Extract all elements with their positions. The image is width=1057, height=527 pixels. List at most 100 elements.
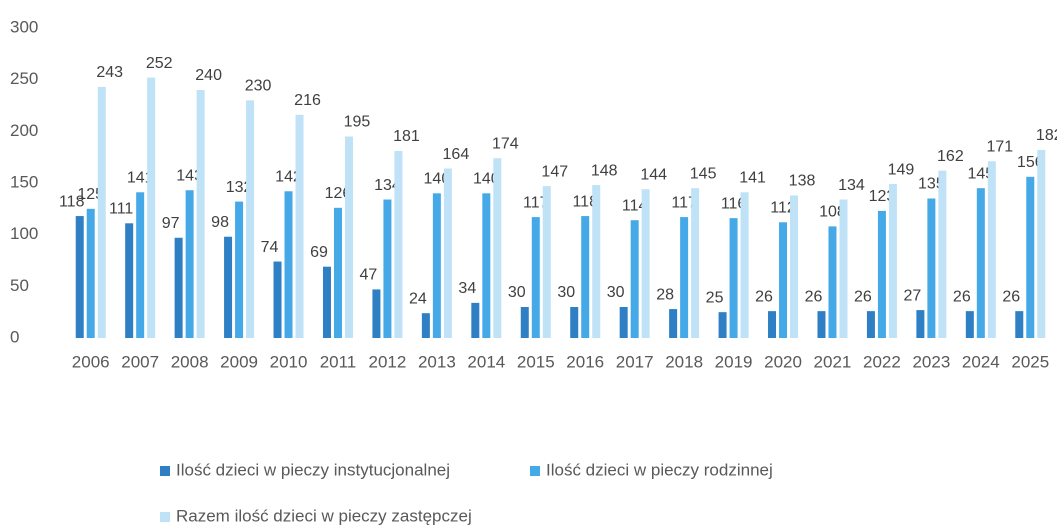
- data-label: 116: [721, 195, 747, 212]
- bar: [768, 311, 777, 338]
- bar: [1037, 149, 1046, 338]
- data-label: 174: [492, 135, 519, 152]
- x-tick-label: 2007: [121, 352, 159, 371]
- bar: [86, 208, 95, 338]
- data-label: 26: [953, 288, 971, 305]
- bar: [680, 217, 689, 338]
- x-tick-label: 2010: [270, 352, 308, 371]
- bar: [828, 226, 837, 338]
- data-label: 142: [275, 168, 302, 185]
- data-label: 111: [109, 201, 133, 218]
- bar: [531, 217, 540, 338]
- x-tick-label: 2023: [912, 352, 950, 371]
- data-label: 27: [903, 287, 921, 304]
- data-label: 98: [211, 214, 229, 231]
- x-tick-label: 2018: [665, 352, 703, 371]
- bar: [927, 198, 936, 338]
- data-label: 243: [96, 64, 123, 81]
- x-tick-label: 2025: [1011, 352, 1049, 371]
- data-label: 108: [819, 204, 846, 221]
- y-tick-label: 0: [10, 327, 19, 346]
- bar: [520, 307, 529, 338]
- data-label: 148: [591, 162, 618, 179]
- bar: [432, 193, 441, 338]
- bar: [581, 216, 590, 338]
- bar: [284, 191, 293, 338]
- data-label: 164: [443, 146, 470, 163]
- data-label: 140: [424, 171, 451, 188]
- data-label: 181: [393, 128, 420, 145]
- bar: [372, 289, 381, 338]
- bar: [322, 266, 331, 338]
- data-label: 149: [888, 161, 915, 178]
- bar: [471, 302, 480, 338]
- x-tick-label: 2022: [863, 352, 901, 371]
- data-label: 141: [739, 170, 766, 187]
- data-label: 74: [261, 239, 279, 256]
- bar: [75, 216, 84, 338]
- data-label: 240: [195, 67, 222, 84]
- bar: [965, 311, 974, 338]
- y-tick-label: 150: [10, 172, 38, 191]
- data-label: 141: [127, 170, 154, 187]
- data-label: 34: [458, 280, 476, 297]
- data-label: 216: [294, 92, 321, 109]
- bar: [482, 193, 491, 338]
- data-label: 138: [789, 173, 816, 190]
- bar: [295, 114, 304, 338]
- data-label: 143: [176, 167, 203, 184]
- bar: [493, 158, 502, 338]
- data-label: 24: [409, 290, 427, 307]
- bar: [779, 222, 788, 338]
- data-label: 144: [640, 166, 667, 183]
- bar: [136, 192, 145, 338]
- bar: [641, 189, 650, 338]
- data-label: 162: [937, 148, 964, 165]
- x-tick-label: 2006: [72, 352, 110, 371]
- bar: [866, 311, 875, 338]
- x-tick-label: 2013: [418, 352, 456, 371]
- legend-swatch: [160, 512, 170, 522]
- data-label: 147: [541, 163, 568, 180]
- bar: [877, 210, 886, 338]
- y-tick-label: 100: [10, 224, 38, 243]
- bar: [976, 188, 985, 338]
- data-label: 69: [310, 244, 328, 261]
- data-label: 182: [1036, 127, 1057, 144]
- data-label: 97: [162, 215, 180, 232]
- data-label: 230: [245, 78, 272, 95]
- data-label: 114: [622, 197, 648, 214]
- data-label: 117: [523, 194, 549, 211]
- data-label: 26: [755, 288, 773, 305]
- bar: [729, 218, 738, 338]
- bar: [790, 195, 799, 338]
- x-tick-label: 2012: [369, 352, 407, 371]
- bar: [669, 309, 678, 338]
- data-label: 140: [473, 171, 500, 188]
- x-tick-label: 2020: [764, 352, 802, 371]
- bar: [740, 192, 749, 338]
- bar: [344, 136, 353, 338]
- data-label: 195: [344, 114, 371, 131]
- bar: [630, 220, 639, 338]
- y-tick-label: 300: [10, 17, 38, 36]
- bar: [1026, 176, 1035, 338]
- bar: [224, 236, 233, 338]
- x-tick-label: 2017: [616, 352, 654, 371]
- x-tick-label: 2021: [814, 352, 852, 371]
- bar: [570, 307, 579, 338]
- data-label: 134: [374, 177, 401, 194]
- bar: [273, 261, 282, 338]
- data-label: 26: [1002, 288, 1020, 305]
- bar: [542, 186, 551, 338]
- data-label: 156: [1017, 154, 1044, 171]
- bar: [125, 223, 134, 338]
- x-tick-label: 2019: [715, 352, 753, 371]
- bar: [421, 313, 430, 338]
- data-label: 118: [59, 193, 85, 210]
- legend-label: Razem ilość dzieci w pieczy zastępczej: [176, 506, 472, 525]
- y-tick-label: 200: [10, 121, 38, 140]
- data-label: 30: [508, 284, 526, 301]
- data-label: 135: [918, 176, 945, 193]
- data-label: 145: [690, 165, 717, 182]
